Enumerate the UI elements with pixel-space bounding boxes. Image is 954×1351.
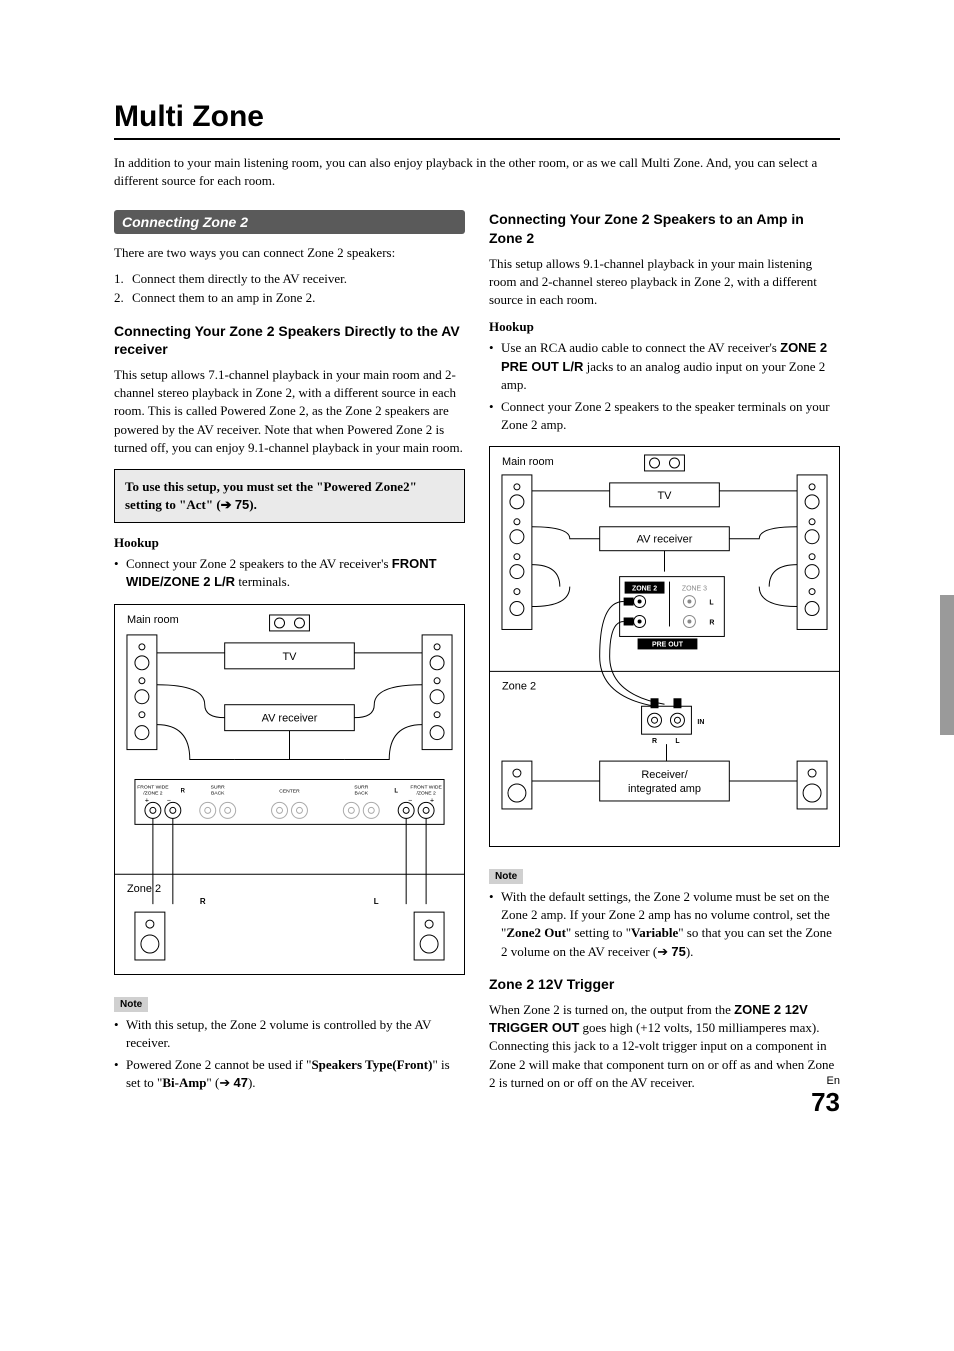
page-number-block: En 73 (811, 1075, 840, 1118)
hookup-heading: Hookup (489, 319, 840, 335)
svg-text:BACK: BACK (355, 790, 369, 796)
diagram-external-amp: Main room (489, 446, 840, 847)
content-columns: Connecting Zone 2 There are two ways you… (114, 210, 840, 1098)
bullet-item: • Use an RCA audio cable to connect the … (489, 339, 840, 394)
speaker-icon (797, 475, 827, 630)
diagram-label: R (652, 738, 657, 745)
svg-text:R: R (181, 788, 186, 794)
note-text: Powered Zone 2 cannot be used if "Speake… (126, 1056, 465, 1092)
left-column: Connecting Zone 2 There are two ways you… (114, 210, 465, 1098)
bullet-item: • Connect your Zone 2 speakers to the AV… (114, 555, 465, 591)
subsection-heading: Connecting Your Zone 2 Speakers to an Am… (489, 210, 840, 246)
hookup-heading: Hookup (114, 535, 465, 551)
diagram-label: Zone 2 (127, 883, 161, 895)
numbered-list: 1. Connect them directly to the AV recei… (114, 269, 465, 308)
page-number: 73 (811, 1087, 840, 1117)
diagram-label: L (709, 600, 714, 607)
diagram-label: ZONE 2 (632, 586, 657, 593)
bullet-dot: • (489, 339, 501, 394)
body-text: There are two ways you can connect Zone … (114, 244, 465, 262)
side-tab (940, 595, 954, 735)
diagram-label: R (200, 897, 206, 906)
diagram-label: R (709, 620, 714, 627)
svg-text:Receiver/: Receiver/ (641, 769, 688, 781)
speaker-icon (422, 635, 452, 750)
diagram-label: PRE OUT (652, 642, 684, 649)
svg-text:integrated amp: integrated amp (628, 783, 701, 795)
callout-text: To use this setup, you must set the "Pow… (125, 479, 417, 512)
diagram-label: AV receiver (262, 712, 318, 724)
diagram-label: L (374, 897, 379, 906)
speaker-icon (135, 912, 165, 960)
bullet-text: Connect your Zone 2 speakers to the AV r… (126, 555, 465, 591)
subsection-heading: Zone 2 12V Trigger (489, 975, 840, 993)
bullet-dot: • (489, 398, 501, 434)
svg-text:L: L (394, 788, 398, 794)
list-number: 1. (114, 269, 132, 289)
intro-text: In addition to your main listening room,… (114, 154, 840, 190)
speaker-icon (414, 912, 444, 960)
diagram-label: L (675, 738, 680, 745)
svg-text:/ZONE 2: /ZONE 2 (143, 790, 163, 796)
speaker-icon (797, 761, 827, 809)
diagram-label: TV (283, 650, 298, 662)
diagram-label: TV (658, 490, 673, 502)
note-label: Note (489, 869, 523, 884)
svg-text:CENTER: CENTER (279, 788, 300, 794)
note-text: With this setup, the Zone 2 volume is co… (126, 1016, 465, 1052)
diagram-label: IN (697, 719, 704, 726)
page-ref: 75 (235, 497, 249, 512)
section-heading: Connecting Zone 2 (114, 210, 465, 234)
bullet-text: Use an RCA audio cable to connect the AV… (501, 339, 840, 394)
speaker-icon (502, 761, 532, 809)
bullet-dot: • (489, 888, 501, 961)
note-item: • With the default settings, the Zone 2 … (489, 888, 840, 961)
body-text: When Zone 2 is turned on, the output fro… (489, 1001, 840, 1092)
page-title: Multi Zone (114, 100, 840, 140)
bullet-dot: • (114, 1016, 126, 1052)
bullet-dot: • (114, 555, 126, 591)
speaker-icon (270, 615, 310, 631)
diagram-label: Main room (127, 614, 179, 626)
bullet-dot: • (114, 1056, 126, 1092)
diagram-label: Zone 2 (502, 681, 536, 693)
diagram-powered-zone2: Main room (114, 604, 465, 975)
list-text: Connect them directly to the AV receiver… (132, 269, 347, 289)
svg-text:/ZONE 2: /ZONE 2 (416, 790, 436, 796)
diagram-label: Main room (502, 456, 554, 468)
bullet-item: • Connect your Zone 2 speakers to the sp… (489, 398, 840, 434)
note-text: With the default settings, the Zone 2 vo… (501, 888, 840, 961)
list-text: Connect them to an amp in Zone 2. (132, 288, 315, 308)
list-item: 2. Connect them to an amp in Zone 2. (114, 288, 465, 308)
page-language: En (811, 1075, 840, 1087)
list-number: 2. (114, 288, 132, 308)
body-text: This setup allows 7.1-channel playback i… (114, 366, 465, 457)
bullet-text: Connect your Zone 2 speakers to the spea… (501, 398, 840, 434)
subsection-heading: Connecting Your Zone 2 Speakers Directly… (114, 322, 465, 358)
diagram-label: AV receiver (637, 534, 693, 546)
note-label: Note (114, 997, 148, 1012)
note-item: • With this setup, the Zone 2 volume is … (114, 1016, 465, 1052)
diagram-label: ZONE 3 (682, 586, 707, 593)
note-item: • Powered Zone 2 cannot be used if "Spea… (114, 1056, 465, 1092)
terminal-row: + − − + (145, 797, 434, 818)
body-text: This setup allows 9.1-channel playback i… (489, 255, 840, 310)
right-column: Connecting Your Zone 2 Speakers to an Am… (489, 210, 840, 1098)
svg-text:BACK: BACK (211, 790, 225, 796)
speaker-icon (127, 635, 157, 750)
callout-box: To use this setup, you must set the "Pow… (114, 469, 465, 523)
callout-text: ). (249, 497, 257, 512)
list-item: 1. Connect them directly to the AV recei… (114, 269, 465, 289)
speaker-icon (502, 475, 532, 630)
